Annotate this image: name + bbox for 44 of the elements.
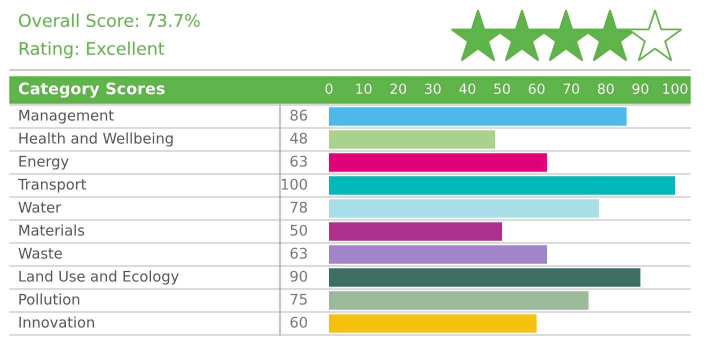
y-tick-label: Pollution — [19, 293, 80, 305]
x2-tick-label: 80 — [598, 83, 614, 94]
y-tick-label: Management — [19, 110, 114, 124]
bar — [329, 153, 547, 172]
data-label: 75 — [290, 294, 307, 305]
bar — [329, 176, 675, 195]
x2-tick-label: 20 — [390, 83, 406, 94]
y-tick-label: Materials — [19, 224, 84, 236]
data-label: 90 — [290, 270, 308, 282]
text: Overall Score: 73.7% — [18, 14, 200, 28]
x2-tick-label: 10 — [356, 83, 372, 94]
bar — [329, 130, 496, 149]
data-label: 48 — [290, 132, 307, 144]
data-label: 50 — [290, 224, 308, 236]
data-label: 100 — [282, 178, 308, 190]
y-tick-label: Water — [18, 202, 62, 213]
bar — [329, 314, 537, 333]
text: Category Scores — [18, 82, 165, 98]
x2-tick-label: 60 — [528, 83, 545, 94]
x2-tick-label: 70 — [564, 83, 580, 94]
x2-tick-label: 90 — [632, 83, 648, 94]
x2-tick-label: 50 — [494, 83, 510, 94]
data-label: 78 — [290, 202, 307, 213]
x2-tick-label: 40 — [459, 83, 476, 94]
y-tick-label: Waste — [18, 248, 62, 259]
data-label: 63 — [290, 156, 307, 167]
y-tick-label: Land Use and Ecology — [19, 270, 179, 285]
bar — [329, 199, 599, 218]
bar — [329, 107, 627, 126]
y-tick-label: Innovation — [19, 316, 94, 328]
y-tick-label: Health and Wellbeing — [19, 132, 173, 147]
text: Rating: Excellent — [20, 42, 164, 58]
x2-tick-label: 0 — [325, 83, 332, 94]
bar — [329, 268, 640, 287]
y-tick-label: Energy — [19, 156, 69, 170]
x2-tick-label: 30 — [425, 83, 441, 94]
bar — [329, 291, 588, 310]
x2-tick-label: 100 — [663, 83, 688, 94]
bar — [329, 245, 547, 264]
bar — [329, 222, 502, 241]
data-label: 63 — [290, 248, 307, 259]
y-tick-label: Transport — [18, 178, 86, 193]
data-label: 86 — [290, 110, 308, 121]
data-label: 60 — [290, 316, 308, 328]
